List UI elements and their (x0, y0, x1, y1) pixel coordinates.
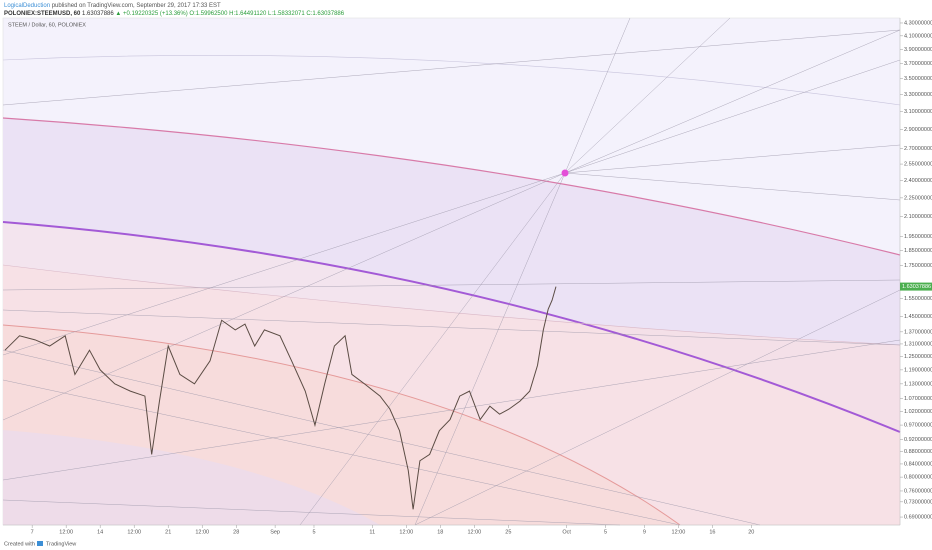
x-tick-label: 14 (97, 529, 103, 535)
x-tick-label: 21 (165, 529, 171, 535)
y-tick-label: 2.40000000 (904, 178, 932, 184)
symbol-line: POLONIEX:STEEMUSD, 60 1.63037886 ▲ +0.19… (4, 11, 345, 17)
y-tick-label: 4.30000000 (904, 20, 932, 26)
y-tick-label: 2.10000000 (904, 214, 932, 220)
y-tick-label: 4.10000000 (904, 33, 932, 39)
arc (2, 55, 901, 106)
arc (2, 264, 901, 346)
footer-created: Created with (4, 541, 35, 547)
y-tick-label: 1.85000000 (904, 248, 932, 254)
pivot-point (561, 169, 569, 177)
arc (2, 221, 901, 433)
y-tick-label: 2.90000000 (904, 127, 932, 133)
logo (37, 541, 43, 546)
y-tick-label: 2.55000000 (904, 162, 932, 168)
y-tick-label: 1.13000000 (904, 381, 932, 387)
y-tick-label: 0.88000000 (904, 449, 932, 455)
symbol: POLONIEX:STEEMUSD, 60 (4, 11, 81, 17)
y-tick-label: 3.50000000 (904, 76, 932, 82)
y-tick-label: 1.45000000 (904, 314, 932, 320)
y-tick-label: 3.10000000 (904, 109, 932, 115)
y-tick-label: 1.31000000 (904, 341, 932, 347)
y-tick-label: 0.73000000 (904, 499, 932, 505)
x-tick-label: Sep (270, 529, 280, 535)
y-tick-label: 1.95000000 (904, 234, 932, 240)
y-tick-label: 1.75000000 (904, 263, 932, 269)
y-tick-label: 1.25000000 (904, 354, 932, 360)
x-tick-label: 9 (643, 529, 646, 535)
band (3, 118, 900, 432)
y-tick-label: 0.97000000 (904, 423, 932, 429)
x-tick-label: Oct (562, 529, 571, 535)
x-tick-label: 7 (31, 529, 34, 535)
change: ▲ +0.19220325 (+13.36%) (115, 11, 187, 17)
y-tick-label: 0.80000000 (904, 475, 932, 481)
x-tick-label: 12:00 (59, 529, 73, 535)
author[interactable]: LogicalDeduction (4, 3, 50, 9)
y-tick-label: 0.76000000 (904, 488, 932, 494)
last-price-label: 1.63037886 (902, 284, 931, 290)
x-tick-label: 28 (233, 529, 239, 535)
header-line: LogicalDeduction published on TradingVie… (4, 3, 221, 9)
last-price-tag (900, 282, 932, 291)
x-tick-label: 5 (312, 529, 315, 535)
footer-brand[interactable]: TradingView (46, 541, 76, 547)
x-tick-label: 11 (369, 529, 375, 535)
y-tick-label: 1.55000000 (904, 296, 932, 302)
y-tick-label: 0.69000000 (904, 515, 932, 521)
x-tick-label: 20 (748, 529, 754, 535)
arc (2, 324, 681, 526)
x-tick-label: 25 (505, 529, 511, 535)
x-tick-label: 12:00 (467, 529, 481, 535)
y-tick-label: 2.70000000 (904, 146, 932, 152)
y-tick-label: 1.02000000 (904, 409, 932, 415)
y-tick-label: 0.92000000 (904, 437, 932, 443)
y-tick-label: 0.84000000 (904, 461, 932, 467)
ohlc: O:1.59962500 H:1.64491120 L:1.58332071 C… (189, 11, 344, 17)
plot-area (2, 17, 901, 526)
x-tick-label: 5 (604, 529, 607, 535)
fan-lines (2, 17, 901, 526)
price: 1.63037886 (82, 11, 114, 17)
band (3, 430, 380, 525)
x-tick-label: 18 (437, 529, 443, 535)
x-tick-label: 12:00 (399, 529, 413, 535)
y-tick-label: 3.90000000 (904, 47, 932, 53)
published: published on TradingView.com, September … (52, 3, 221, 9)
y-tick-label: 1.19000000 (904, 367, 932, 373)
x-tick-label: 12:00 (127, 529, 141, 535)
arc (2, 117, 901, 256)
x-tick-label: 12:00 (672, 529, 686, 535)
y-tick-label: 2.25000000 (904, 195, 932, 201)
x-tick-label: 12:00 (195, 529, 209, 535)
y-tick-label: 1.07000000 (904, 396, 932, 402)
chart-legend: STEEM / Dollar, 60, POLONIEX (8, 22, 86, 28)
price-line (4, 286, 557, 510)
marks: 4.30000000 4.10000000 3.90000000 3.70000000… (4, 20, 932, 535)
y-tick-label: 1.37000000 (904, 329, 932, 335)
y-tick-label: 3.30000000 (904, 92, 932, 98)
y-tick-label: 3.70000000 (904, 61, 932, 67)
x-tick-label: 16 (709, 529, 715, 535)
